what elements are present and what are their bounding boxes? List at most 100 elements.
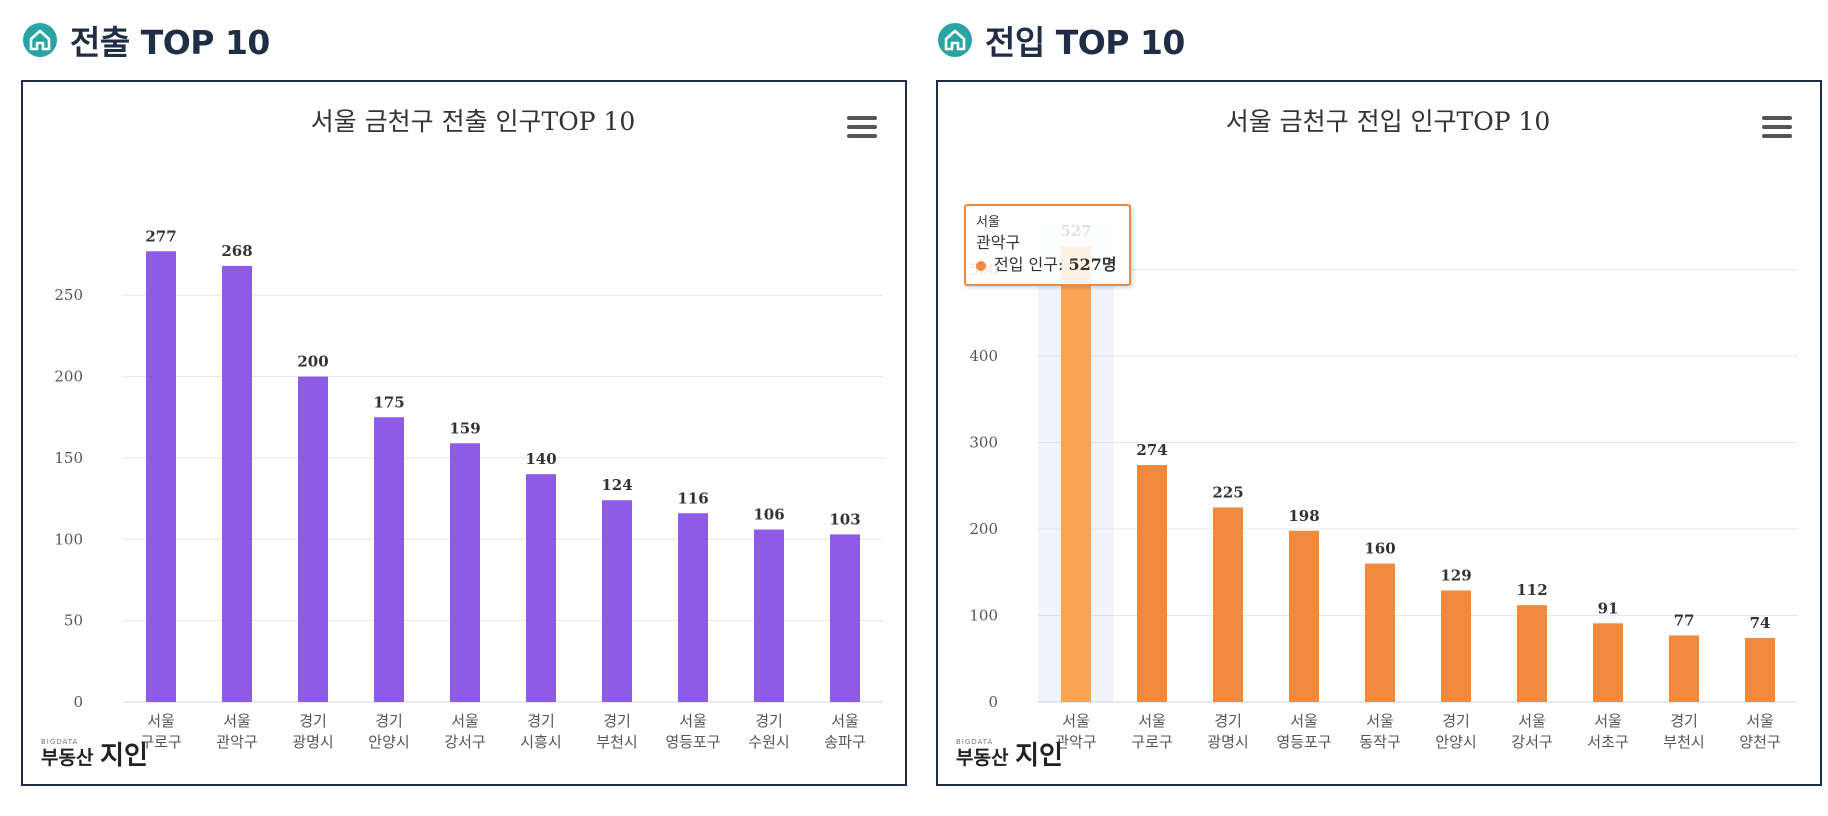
bar — [450, 443, 480, 702]
bar — [754, 529, 784, 702]
bar — [1061, 246, 1091, 702]
series-dot-icon — [976, 260, 986, 271]
x-tick-label: 서울 — [1062, 712, 1090, 730]
x-tick-label: 경기 — [299, 712, 327, 730]
data-label: 140 — [525, 450, 556, 468]
x-tick-label: 영등포구 — [665, 733, 720, 751]
section-heading-outflow: 전출 TOP 10 — [22, 18, 270, 62]
x-tick-label: 서울 — [1290, 712, 1318, 730]
chart-title: 서울 금천구 전출 인구TOP 10 — [311, 107, 636, 136]
bar — [1213, 507, 1243, 702]
data-label: 200 — [297, 353, 328, 371]
x-tick-label: 경기 — [1442, 712, 1470, 730]
bar — [222, 265, 252, 702]
section-heading-inflow: 전입 TOP 10 — [937, 18, 1185, 62]
x-tick-label: 경기 — [603, 712, 631, 730]
inflow-bar-chart: 서울 금천구 전입 인구TOP 100100200300400500527서울관… — [969, 107, 1798, 751]
data-label: 268 — [221, 242, 252, 260]
y-tick-label: 150 — [54, 449, 83, 467]
x-tick-label: 강서구 — [1511, 733, 1552, 751]
x-tick-label: 서울 — [679, 712, 707, 730]
bar — [1365, 563, 1395, 702]
data-label: 160 — [1364, 540, 1395, 558]
data-label: 225 — [1212, 483, 1243, 501]
data-label: 74 — [1750, 614, 1771, 632]
x-tick-label: 경기 — [1214, 712, 1242, 730]
bar — [678, 513, 708, 702]
bar — [1289, 530, 1319, 702]
x-tick-label: 영등포구 — [1276, 733, 1331, 751]
x-tick-label: 부천시 — [1663, 733, 1704, 751]
x-tick-label: 경기 — [755, 712, 783, 730]
x-tick-label: 송파구 — [824, 733, 865, 751]
data-label: 106 — [753, 506, 784, 524]
data-label: 159 — [449, 419, 480, 437]
brand-logo: BIGDATA 부동산 지인 — [41, 738, 148, 771]
x-tick-label: 안양시 — [368, 733, 409, 751]
x-tick-label: 서초구 — [1587, 733, 1628, 751]
brand-logo: BIGDATA 부동산 지인 — [956, 738, 1063, 771]
x-tick-label: 서울 — [147, 712, 175, 730]
data-label: 274 — [1136, 441, 1167, 459]
x-tick-label: 경기 — [375, 712, 403, 730]
outflow-bar-chart: 서울 금천구 전출 인구TOP 10 0 50 100 150 200 250 277 서울구로… — [54, 107, 883, 751]
x-tick-label: 관악구 — [1055, 733, 1096, 751]
y-tick-label: 50 — [64, 612, 83, 630]
x-tick-label: 양천구 — [1739, 733, 1780, 751]
x-tick-label: 서울 — [1138, 712, 1166, 730]
x-tick-label: 서울 — [831, 712, 859, 730]
data-label: 91 — [1598, 599, 1619, 617]
section-heading-text: 전입 TOP 10 — [985, 23, 1185, 62]
x-tick-label: 구로구 — [1131, 733, 1172, 751]
bar — [1593, 623, 1623, 702]
x-tick-label: 구로구 — [140, 733, 181, 751]
bar — [1441, 590, 1471, 702]
data-label: 103 — [829, 510, 860, 528]
x-tick-label: 서울 — [1366, 712, 1394, 730]
bar — [526, 474, 556, 702]
data-label: 116 — [677, 489, 708, 507]
chart-panel-inflow: 서울 금천구 전입 인구TOP 100100200300400500527서울관… — [936, 80, 1822, 786]
bar — [1669, 635, 1699, 702]
chart-panel-outflow: 서울 금천구 전출 인구TOP 10 0 50 100 150 200 250 277 서울 구로… — [21, 80, 907, 786]
x-tick-label: 서울 — [1746, 712, 1774, 730]
home-icon — [22, 22, 58, 58]
x-tick-label: 강서구 — [444, 733, 485, 751]
x-tick-label: 서울 — [451, 712, 479, 730]
home-icon — [937, 22, 973, 58]
data-label: 77 — [1674, 611, 1695, 629]
x-tick-label: 서울 — [1594, 712, 1622, 730]
y-tick-label: 0 — [73, 693, 83, 711]
bar — [298, 376, 328, 702]
bar — [1745, 638, 1775, 702]
chart-menu-button[interactable] — [1762, 116, 1792, 142]
data-label: 277 — [145, 227, 176, 245]
x-tick-label: 수원시 — [748, 733, 789, 751]
x-tick-label: 경기 — [527, 712, 555, 730]
bar — [374, 417, 404, 702]
x-tick-label: 관악구 — [216, 733, 257, 751]
bar — [146, 251, 176, 702]
x-tick-label: 안양시 — [1435, 733, 1476, 751]
y-tick-label: 100 — [969, 607, 998, 625]
chart-menu-button[interactable] — [847, 116, 877, 142]
y-tick-label: 300 — [969, 434, 998, 452]
bar — [602, 500, 632, 702]
data-label: 112 — [1516, 581, 1547, 599]
chart-title: 서울 금천구 전입 인구TOP 10 — [1226, 107, 1551, 136]
y-tick-label: 200 — [969, 520, 998, 538]
section-heading-text: 전출 TOP 10 — [70, 23, 270, 62]
data-label: 175 — [373, 393, 404, 411]
x-tick-label: 서울 — [1518, 712, 1546, 730]
x-tick-label: 부천시 — [596, 733, 637, 751]
y-tick-label: 200 — [54, 368, 83, 386]
x-tick-label: 경기 — [1670, 712, 1698, 730]
data-label: 129 — [1440, 566, 1471, 584]
x-tick-label: 광명시 — [292, 733, 333, 751]
bar — [1517, 605, 1547, 702]
x-tick-label: 동작구 — [1359, 733, 1400, 751]
data-label: 198 — [1288, 507, 1319, 525]
y-tick-label: 100 — [54, 530, 83, 548]
x-tick-label: 서울 — [223, 712, 251, 730]
bar — [1137, 465, 1167, 702]
